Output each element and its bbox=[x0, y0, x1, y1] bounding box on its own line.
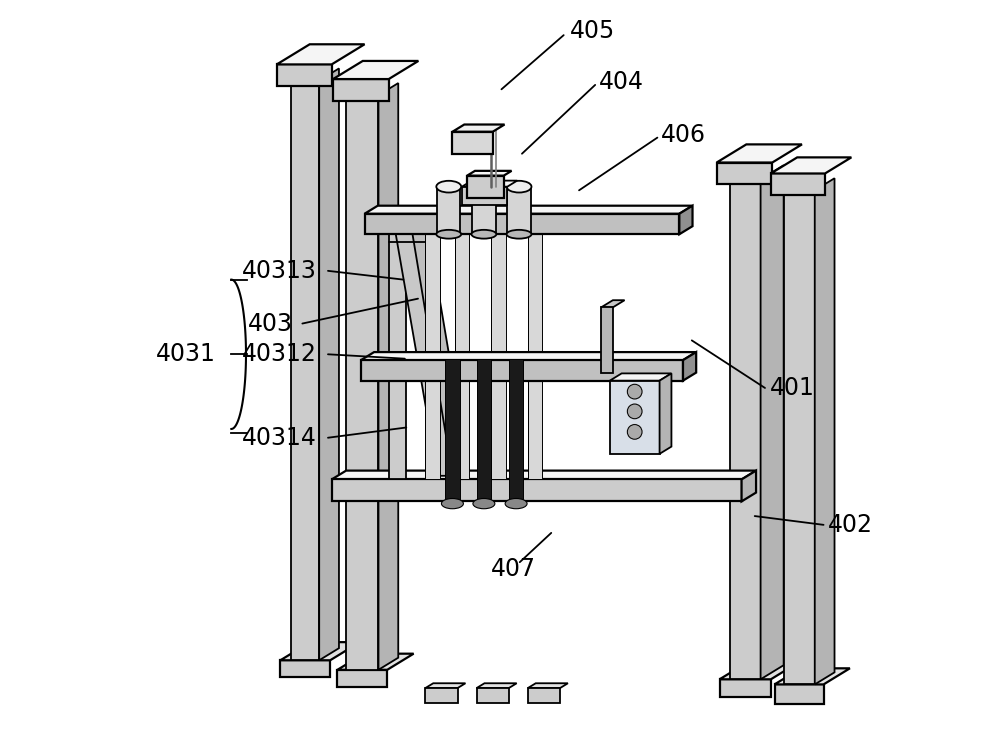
Ellipse shape bbox=[505, 498, 527, 509]
Polygon shape bbox=[771, 157, 851, 173]
Circle shape bbox=[627, 384, 642, 399]
Polygon shape bbox=[280, 642, 360, 660]
Polygon shape bbox=[771, 173, 825, 195]
Ellipse shape bbox=[473, 498, 495, 509]
Polygon shape bbox=[477, 683, 517, 688]
Ellipse shape bbox=[441, 498, 463, 509]
Polygon shape bbox=[425, 688, 458, 703]
Polygon shape bbox=[291, 81, 319, 660]
Polygon shape bbox=[452, 132, 493, 154]
Polygon shape bbox=[333, 79, 389, 101]
Polygon shape bbox=[425, 234, 440, 479]
Polygon shape bbox=[455, 234, 469, 479]
Polygon shape bbox=[784, 190, 815, 684]
Ellipse shape bbox=[471, 230, 496, 239]
Circle shape bbox=[627, 404, 642, 419]
Polygon shape bbox=[462, 187, 507, 205]
Ellipse shape bbox=[436, 230, 461, 239]
Polygon shape bbox=[361, 352, 696, 360]
Polygon shape bbox=[462, 181, 517, 187]
Polygon shape bbox=[277, 44, 365, 64]
Polygon shape bbox=[679, 206, 693, 234]
Ellipse shape bbox=[436, 181, 461, 193]
Text: 40314: 40314 bbox=[242, 426, 317, 449]
Polygon shape bbox=[610, 373, 671, 381]
Polygon shape bbox=[815, 179, 835, 684]
Polygon shape bbox=[761, 165, 784, 679]
Polygon shape bbox=[467, 171, 512, 176]
Polygon shape bbox=[507, 187, 531, 234]
Polygon shape bbox=[452, 124, 505, 132]
Polygon shape bbox=[319, 69, 339, 660]
Polygon shape bbox=[472, 187, 496, 234]
Polygon shape bbox=[717, 163, 772, 184]
Polygon shape bbox=[477, 688, 509, 703]
Text: 4031: 4031 bbox=[156, 343, 216, 366]
Polygon shape bbox=[332, 479, 742, 501]
Polygon shape bbox=[411, 223, 467, 461]
Polygon shape bbox=[720, 659, 804, 679]
Polygon shape bbox=[601, 300, 625, 307]
Polygon shape bbox=[394, 223, 456, 476]
Ellipse shape bbox=[471, 181, 496, 193]
Polygon shape bbox=[509, 359, 523, 501]
Text: 406: 406 bbox=[661, 123, 706, 146]
Polygon shape bbox=[361, 360, 683, 381]
Polygon shape bbox=[601, 307, 613, 373]
Polygon shape bbox=[337, 670, 387, 687]
Polygon shape bbox=[445, 359, 460, 501]
Polygon shape bbox=[610, 381, 660, 454]
Polygon shape bbox=[528, 688, 560, 703]
Text: 40312: 40312 bbox=[242, 343, 317, 366]
Polygon shape bbox=[337, 654, 414, 670]
Text: 405: 405 bbox=[570, 19, 615, 42]
Polygon shape bbox=[365, 206, 693, 214]
Polygon shape bbox=[717, 144, 802, 163]
Text: 407: 407 bbox=[491, 558, 536, 581]
Polygon shape bbox=[332, 471, 756, 479]
Polygon shape bbox=[467, 176, 504, 198]
Polygon shape bbox=[720, 679, 771, 697]
Polygon shape bbox=[277, 64, 332, 86]
Text: 404: 404 bbox=[599, 70, 644, 94]
Text: 401: 401 bbox=[769, 376, 814, 400]
Polygon shape bbox=[280, 660, 330, 677]
Polygon shape bbox=[660, 373, 671, 454]
Polygon shape bbox=[477, 359, 491, 501]
Polygon shape bbox=[378, 83, 398, 670]
Polygon shape bbox=[333, 61, 418, 79]
Text: 402: 402 bbox=[828, 513, 873, 537]
Polygon shape bbox=[774, 668, 850, 684]
Polygon shape bbox=[774, 684, 824, 704]
Polygon shape bbox=[730, 179, 761, 679]
Text: 403: 403 bbox=[247, 312, 292, 335]
Polygon shape bbox=[528, 683, 568, 688]
Polygon shape bbox=[528, 234, 542, 479]
Ellipse shape bbox=[507, 230, 531, 239]
Circle shape bbox=[627, 425, 642, 439]
Polygon shape bbox=[365, 214, 679, 234]
Polygon shape bbox=[425, 683, 465, 688]
Polygon shape bbox=[742, 471, 756, 501]
Ellipse shape bbox=[507, 181, 531, 193]
Polygon shape bbox=[437, 187, 460, 234]
Polygon shape bbox=[683, 352, 696, 381]
Polygon shape bbox=[491, 234, 506, 479]
Polygon shape bbox=[389, 223, 406, 479]
Text: 40313: 40313 bbox=[242, 259, 317, 283]
Polygon shape bbox=[346, 95, 378, 670]
